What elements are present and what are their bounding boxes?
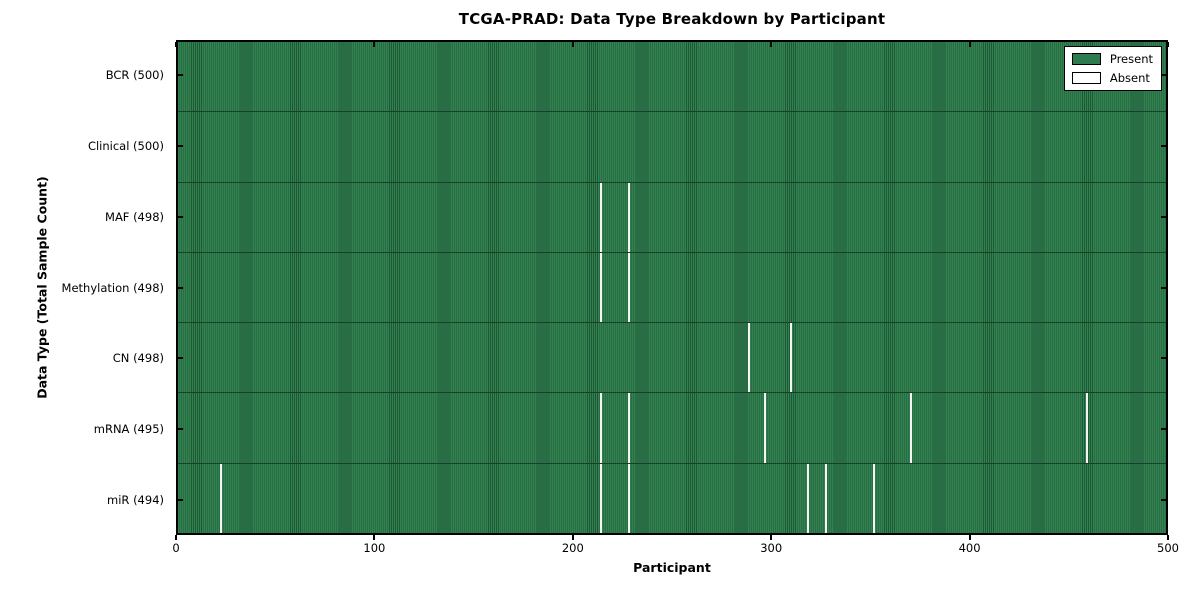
y-tick-label: miR (494) — [107, 492, 164, 507]
x-tick-mark — [373, 535, 376, 540]
chart-title: TCGA-PRAD: Data Type Breakdown by Partic… — [458, 10, 886, 28]
y-tick-label: mRNA (495) — [93, 421, 164, 436]
heatmap-row-clinical — [178, 111, 1166, 182]
y-tick-label: MAF (498) — [105, 209, 164, 224]
y-tick-mark — [178, 357, 183, 360]
x-tick-mark — [770, 535, 773, 540]
y-tick-mark — [1161, 427, 1166, 430]
heatmap-row-maf — [178, 181, 1166, 252]
x-tick-mark — [175, 535, 177, 540]
x-tick-label: 400 — [958, 541, 981, 555]
absent-marker — [789, 323, 792, 393]
absent-marker — [599, 463, 602, 533]
absent-marker — [627, 463, 630, 533]
y-tick-mark — [178, 427, 183, 430]
absent-marker — [627, 182, 630, 252]
absent-marker — [599, 252, 602, 323]
x-tick-mark — [1167, 535, 1169, 540]
plot-area: Present Absent — [176, 40, 1168, 535]
legend: Present Absent — [1063, 46, 1162, 91]
y-tick-mark — [1161, 74, 1166, 77]
x-tick-mark — [770, 42, 773, 47]
y-tick-mark — [1161, 215, 1166, 218]
y-tick-label: CN (498) — [112, 351, 164, 366]
x-tick-label: 200 — [561, 541, 584, 555]
x-tick-mark — [571, 42, 574, 47]
absent-marker — [825, 463, 828, 533]
absent-marker — [763, 393, 766, 463]
x-tick-label: 300 — [760, 541, 783, 555]
absent-marker — [807, 463, 810, 533]
absent-marker — [220, 463, 223, 533]
x-tick-mark — [175, 42, 177, 47]
y-tick-mark — [1161, 357, 1166, 360]
legend-label: Present — [1109, 52, 1153, 66]
y-tick-label: Clinical (500) — [87, 139, 164, 154]
heatmap-row-methylation — [178, 251, 1166, 323]
legend-item-present: Present — [1071, 52, 1153, 66]
heatmap-row-cn — [178, 322, 1166, 393]
absent-marker — [910, 393, 913, 463]
absent-marker — [599, 393, 602, 463]
x-tick-mark — [571, 535, 574, 540]
x-axis-label: Participant — [633, 560, 711, 575]
y-tick-mark — [178, 215, 183, 218]
heatmap-row-mrna — [178, 392, 1166, 463]
legend-item-absent: Absent — [1071, 71, 1153, 85]
legend-swatch-icon — [1071, 53, 1101, 65]
y-tick-mark — [1161, 145, 1166, 148]
x-tick-label: 0 — [172, 541, 180, 555]
y-tick-mark — [178, 286, 183, 289]
x-tick-label: 500 — [1157, 541, 1179, 555]
heatmap-row-mir — [178, 462, 1166, 533]
x-tick-mark — [968, 42, 971, 47]
x-tick-mark — [373, 42, 376, 47]
y-tick-mark — [178, 498, 183, 501]
y-tick-label: Methylation (498) — [61, 280, 164, 295]
x-tick-label: 100 — [363, 541, 386, 555]
y-tick-label: BCR (500) — [105, 68, 164, 83]
legend-label: Absent — [1109, 71, 1150, 85]
y-tick-mark — [1161, 498, 1166, 501]
absent-marker — [599, 182, 602, 252]
y-tick-mark — [1161, 286, 1166, 289]
absent-marker — [627, 393, 630, 463]
legend-swatch-icon — [1071, 72, 1101, 84]
absent-marker — [872, 463, 875, 533]
x-tick-mark — [968, 535, 971, 540]
absent-marker — [748, 323, 751, 393]
heatmap-row-bcr — [178, 42, 1166, 112]
absent-marker — [627, 252, 630, 323]
y-tick-mark — [178, 145, 183, 148]
heatmap-rows — [178, 42, 1166, 533]
x-tick-mark — [1167, 42, 1169, 47]
y-tick-mark — [178, 74, 183, 77]
absent-marker — [1085, 393, 1088, 463]
